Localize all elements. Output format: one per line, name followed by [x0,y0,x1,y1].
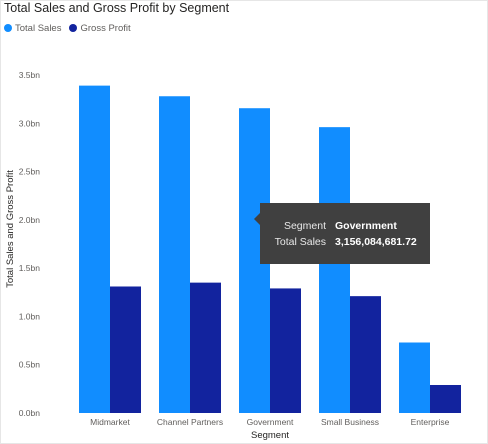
x-tick-label: Midmarket [90,417,130,427]
y-tick-label: 0.5bn [19,360,41,370]
bar-total-sales [399,342,430,413]
legend-label-gross-profit: Gross Profit [80,22,131,34]
y-tick-label: 3.0bn [19,118,41,128]
y-tick-label: 0.0bn [19,408,41,418]
legend: Total Sales Gross Profit [4,21,131,35]
x-tick-label: Government [247,417,294,427]
y-tick-label: 1.0bn [19,311,41,321]
bar-total-sales [159,96,190,413]
legend-item-gross-profit[interactable]: Gross Profit [69,22,131,34]
tooltip-value: 3,156,084,681.72 [335,236,417,248]
bar-gross-profit [350,296,381,413]
tooltip-key: Segment [283,220,326,232]
legend-label-total-sales: Total Sales [15,22,62,34]
tooltip-pointer [254,213,260,225]
x-tick-label: Small Business [321,417,379,427]
tooltip-value: Government [335,220,397,232]
legend-item-total-sales[interactable]: Total Sales [4,23,61,34]
bar-gross-profit [270,288,301,413]
tooltip: Segment Government Total Sales 3,156,084… [254,203,430,264]
bar-gross-profit [190,282,221,413]
x-axis-title: Segment [251,430,289,441]
tooltip-row-segment: Segment Government [260,218,430,234]
x-tick-label: Channel Partners [157,417,223,427]
tooltip-key: Total Sales [274,236,326,248]
y-tick-label: 2.0bn [19,215,41,225]
legend-swatch-total-sales [4,24,12,32]
bar-total-sales [319,127,350,414]
y-tick-label: 3.5bn [19,70,41,80]
chart-title: Total Sales and Gross Profit by Segment [4,1,230,15]
legend-swatch-gross-profit [69,24,78,32]
x-tick-label: Enterprise [411,417,450,427]
bar-gross-profit [430,384,461,413]
tooltip-row-total-sales: Total Sales 3,156,084,681.72 [260,234,430,250]
y-tick-label: 2.5bn [19,167,41,177]
y-axis-title: Total Sales and Gross Profit [5,170,16,288]
bar-total-sales [79,85,110,413]
bar-gross-profit [110,286,141,413]
y-tick-label: 1.5bn [19,263,41,273]
